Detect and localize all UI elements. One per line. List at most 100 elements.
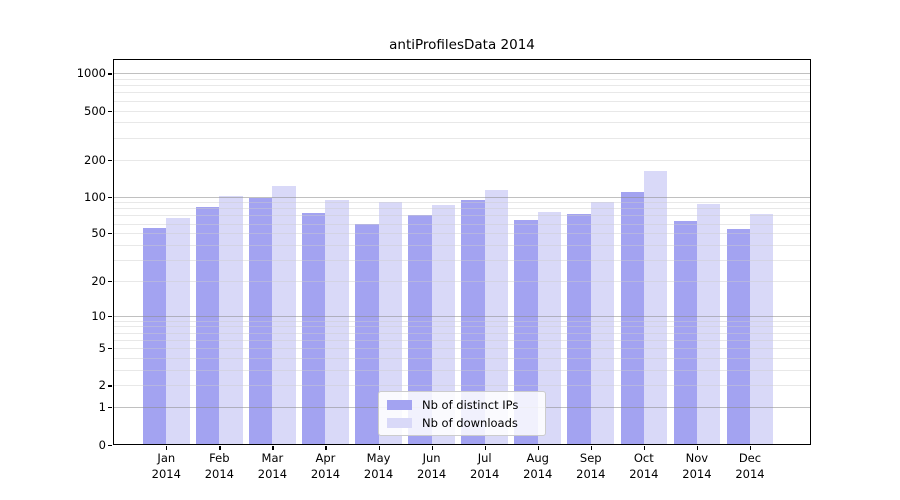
bar-ips-may [355,223,379,444]
major-gridline [113,315,811,317]
x-axis-tick [749,445,752,450]
y-axis-tick [108,385,112,387]
legend-item-distinct-ips: Nb of distinct IPs [387,397,537,413]
minor-gridline [113,100,811,102]
minor-gridline [113,137,811,139]
x-axis-tick-label: Aug 2014 [523,451,553,481]
chart-title: antiProfilesData 2014 [389,37,535,53]
x-axis-tick-label: Sep 2014 [576,451,606,481]
bar-downloads-dec [749,214,774,444]
x-axis-tick-label: Jul 2014 [470,451,500,481]
x-axis-tick-label: Jun 2014 [416,451,447,481]
y-axis-tick-label: 200 [84,152,106,167]
minor-gridline [113,202,811,204]
legend-label: Nb of distinct IPs [422,398,519,412]
bar-ips-jun [408,214,432,444]
minor-gridline [113,348,811,350]
y-axis-tick-label: 1000 [76,66,106,81]
x-axis-tick-label: Jan 2014 [151,451,181,481]
y-axis-tick [108,159,112,161]
bar-ips-jul [461,200,485,444]
bar-ips-sep [567,214,591,444]
y-axis-tick-label: 2 [98,378,106,393]
y-axis-tick-label: 50 [91,226,106,241]
x-axis-tick [696,445,699,450]
y-axis-tick [108,444,112,446]
major-gridline [113,196,811,198]
y-axis-tick-label: 1 [98,400,106,415]
y-axis-tick-label: 0 [98,437,106,452]
minor-gridline [113,326,811,328]
bar-downloads-may [378,201,402,444]
legend-swatch-downloads [387,418,412,428]
x-axis-tick-label: Nov 2014 [682,451,712,481]
minor-gridline [113,244,811,246]
x-axis-tick [590,445,592,450]
minor-gridline [113,332,811,334]
bar-downloads-oct [643,170,668,444]
bar-downloads-sep [590,202,615,444]
bar-downloads-aug [537,211,562,444]
x-axis-tick-label: Apr 2014 [310,451,341,481]
y-axis-tick-label: 500 [84,103,106,118]
y-axis-tick-label: 5 [98,341,106,356]
minor-gridline [113,385,811,387]
minor-gridline [113,79,811,80]
bar-downloads-feb [219,195,243,444]
x-axis-tick-label: Dec 2014 [735,451,765,481]
y-axis-tick [108,110,112,112]
minor-gridline [113,122,811,124]
legend-item-downloads: Nb of downloads [387,415,537,431]
bar-ips-jan [143,228,167,444]
x-axis-tick-label: Oct 2014 [629,451,659,481]
minor-gridline [113,260,811,262]
x-axis-tick [537,445,539,450]
minor-gridline [113,85,811,87]
y-axis-tick-label: 10 [91,308,106,323]
y-axis-tick [108,315,112,317]
x-axis-tick [643,445,646,450]
minor-gridline [113,358,811,360]
legend: Nb of distinct IPs Nb of downloads [378,391,546,436]
x-axis-tick [378,445,380,450]
bar-ips-mar [249,197,273,444]
minor-gridline [113,370,811,372]
x-axis-tick [166,445,168,450]
bar-downloads-jan [166,217,190,444]
x-axis-tick [219,445,221,450]
bar-downloads-apr [325,200,349,444]
minor-gridline [113,233,811,235]
x-axis-tick [484,445,486,450]
bar-downloads-jul [484,189,508,444]
minor-gridline [113,208,811,210]
bar-ips-aug [514,220,538,444]
y-axis-tick [108,348,112,350]
x-axis-tick [272,445,274,450]
y-axis-tick [108,407,112,409]
minor-gridline [113,339,811,341]
minor-gridline [113,215,811,217]
legend-swatch-distinct-ips [387,400,412,410]
bar-downloads-mar [272,185,296,444]
bar-ips-feb [196,207,220,444]
y-axis-tick [108,73,112,75]
x-axis-tick-label: May 2014 [363,451,394,481]
x-axis-tick [431,445,433,450]
y-axis-tick [108,233,112,235]
bar-ips-nov [673,221,697,444]
y-axis-tick-label: 20 [91,273,106,288]
minor-gridline [113,110,811,112]
legend-label: Nb of downloads [422,416,518,430]
minor-gridline [113,280,811,282]
y-axis-tick [108,280,112,283]
bar-downloads-jun [431,204,455,444]
x-axis-tick-label: Mar 2014 [257,451,288,481]
y-axis-tick-label: 100 [84,189,106,204]
minor-gridline [113,223,811,225]
x-axis-tick-label: Feb 2014 [204,451,234,481]
chart-plot-area [113,59,811,445]
bar-ips-oct [620,191,644,444]
y-axis-tick [108,196,112,198]
bar-downloads-nov [696,203,721,444]
